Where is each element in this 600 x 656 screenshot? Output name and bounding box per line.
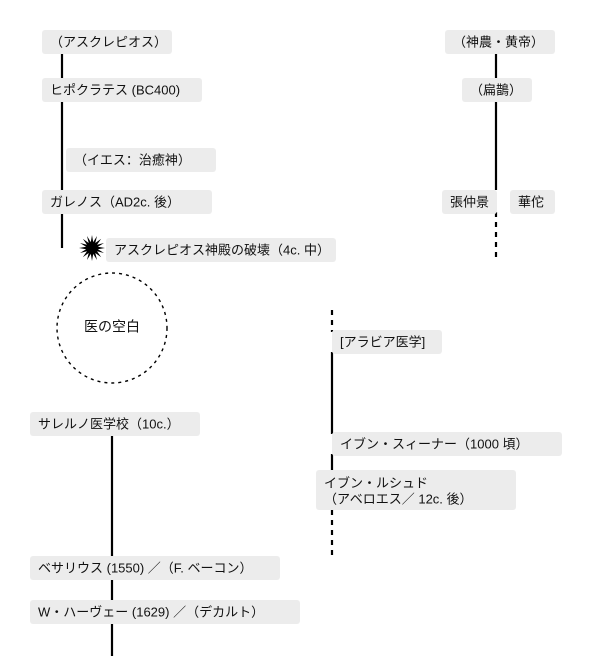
node-asclepius-label: （アスクレピオス） — [50, 34, 167, 49]
node-averroes-l1: イブン・ルシュド — [324, 475, 428, 490]
node-shennong-label: （神農・黄帝） — [453, 34, 544, 49]
node-vesalius-label: ベサリウス (1550) ／（F. ベーコン） — [38, 560, 253, 575]
node-jesus-label: （イエス：治癒神） — [74, 152, 191, 167]
node-avicenna-label: イブン・スィーナー（1000 頃） — [340, 436, 529, 451]
node-destruction-label: アスクレピオス神殿の破壊（4c. 中） — [114, 242, 330, 257]
node-zhang-label: 張仲景 — [450, 194, 489, 209]
node-huatuo-label: 華佗 — [518, 194, 544, 209]
burst-icon — [79, 235, 105, 261]
node-bianque-label: （扁鵲） — [470, 82, 522, 97]
node-arabic-title-label: [アラビア医学] — [340, 334, 425, 349]
node-salerno-label: サレルノ医学校（10c.） — [38, 416, 180, 431]
node-hippocrates-label: ヒポクラテス (BC400) — [50, 82, 180, 97]
node-harvey-label: W・ハーヴェー (1629) ／（デカルト） — [38, 604, 264, 619]
node-galen-label: ガレノス（AD2c. 後） — [50, 194, 180, 209]
node-averroes-l2: （アベロエス／ 12c. 後） — [324, 491, 473, 506]
gap-label: 医の空白 — [84, 319, 140, 335]
